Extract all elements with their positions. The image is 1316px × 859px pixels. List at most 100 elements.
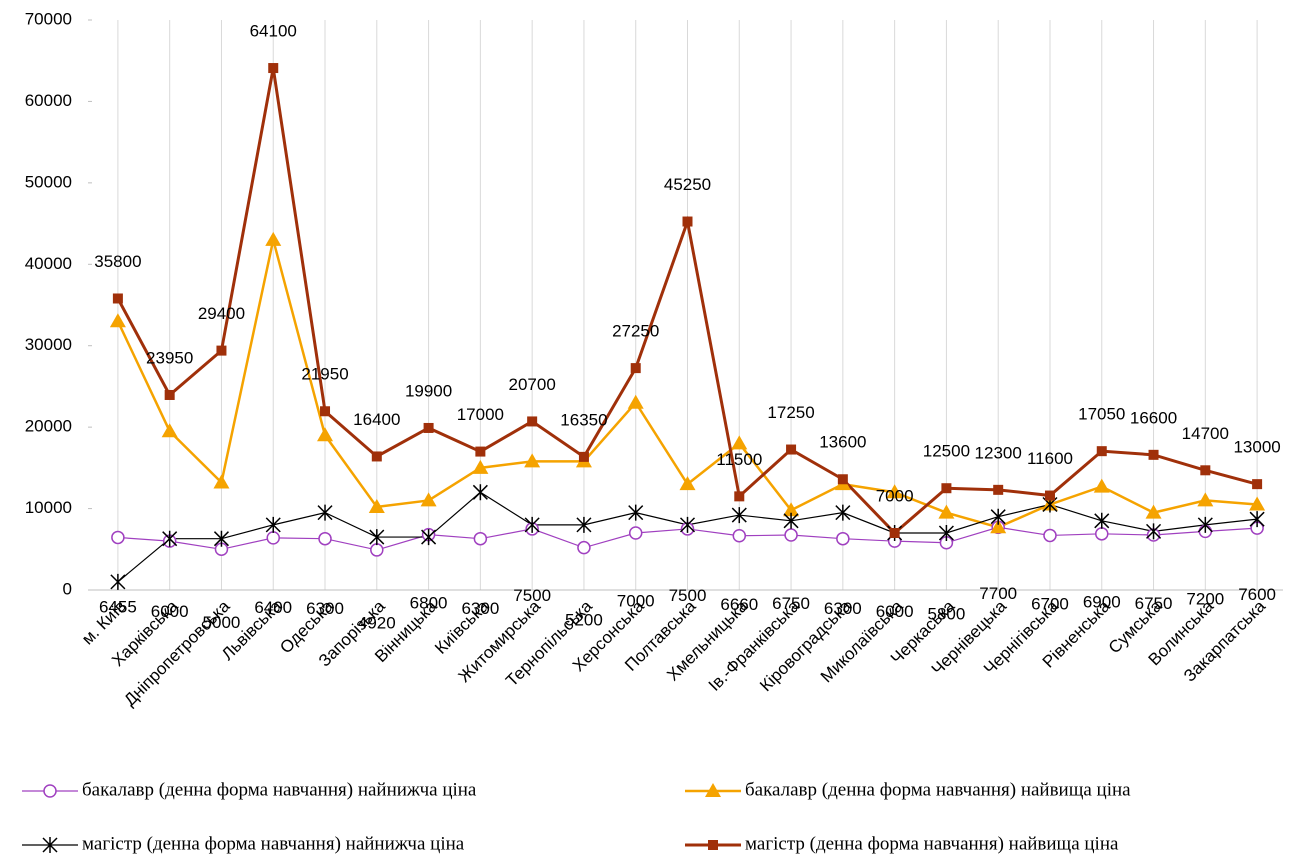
marker (1145, 504, 1162, 519)
data-label: 64100 (250, 22, 297, 41)
data-label: 11500 (716, 450, 762, 469)
data-label: 6660 (720, 595, 758, 614)
marker (368, 498, 385, 513)
data-label: 5000 (203, 613, 241, 632)
marker (475, 446, 486, 457)
data-label: 17000 (457, 405, 504, 424)
marker (628, 504, 644, 521)
data-label: 6900 (1083, 593, 1121, 612)
marker (836, 531, 850, 546)
marker (783, 512, 799, 529)
y-tick-label: 40000 (25, 254, 72, 273)
marker (473, 531, 488, 546)
marker (213, 530, 229, 547)
marker (1252, 479, 1263, 490)
data-label: 45250 (664, 175, 711, 194)
marker (265, 516, 281, 533)
data-label: 7500 (513, 586, 551, 605)
data-label: 7000 (617, 591, 655, 610)
marker (371, 451, 382, 462)
legend-marker (43, 784, 57, 798)
data-label: 12300 (975, 443, 1022, 462)
data-label: 6300 (461, 599, 499, 618)
marker (162, 530, 178, 547)
marker (112, 293, 123, 304)
legend-marker (42, 837, 58, 853)
data-label: 7700 (979, 584, 1017, 603)
marker (1200, 465, 1211, 476)
data-label: 16600 (1130, 408, 1177, 427)
data-label: 13600 (819, 433, 866, 452)
data-label: 19900 (405, 381, 452, 400)
y-tick-label: 30000 (25, 335, 72, 354)
marker (110, 573, 126, 590)
marker (628, 526, 643, 540)
data-label: 6750 (1135, 594, 1173, 613)
data-label: 6000 (876, 602, 914, 621)
y-tick-label: 70000 (25, 9, 72, 28)
data-label: 7000 (876, 486, 914, 505)
data-label: 6455 (99, 597, 137, 616)
marker (835, 504, 851, 521)
data-label: 12500 (923, 442, 970, 461)
marker (630, 363, 641, 374)
legend-marker (705, 783, 721, 797)
marker (265, 231, 282, 246)
legend-item: бакалавр (денна форма навчання) найвища … (685, 779, 1131, 800)
y-tick-label: 50000 (25, 172, 72, 191)
marker (1146, 523, 1162, 540)
marker (576, 516, 592, 533)
marker (1249, 511, 1265, 528)
marker (524, 516, 540, 533)
marker (783, 502, 800, 517)
marker (577, 540, 591, 555)
marker (784, 528, 798, 542)
marker (578, 451, 589, 462)
y-tick-label: 10000 (25, 498, 72, 517)
marker (216, 345, 227, 356)
marker (731, 507, 747, 524)
data-label: 23950 (146, 348, 193, 367)
data-label: 17250 (767, 403, 814, 422)
marker (320, 406, 331, 417)
data-label: 16350 (560, 410, 607, 429)
marker (731, 435, 748, 450)
data-label: 7200 (1186, 589, 1224, 608)
data-label: 29400 (198, 304, 245, 323)
marker (111, 530, 125, 545)
data-label: 6300 (824, 599, 862, 618)
y-tick-label: 20000 (25, 417, 72, 436)
marker (1197, 492, 1214, 507)
data-label: 21950 (301, 365, 348, 384)
data-label: 11600 (1027, 449, 1073, 468)
marker (369, 529, 385, 546)
marker (423, 422, 434, 433)
marker (682, 216, 693, 227)
marker (318, 531, 332, 546)
marker (1095, 527, 1109, 541)
data-label: 6700 (1031, 595, 1069, 614)
data-label: 17050 (1078, 405, 1125, 424)
marker (421, 529, 437, 546)
marker (1093, 478, 1110, 493)
data-label: 6750 (772, 594, 810, 613)
marker (268, 63, 279, 74)
marker (524, 453, 541, 468)
marker (993, 484, 1004, 495)
marker (1148, 449, 1159, 460)
marker (732, 529, 747, 543)
marker (1043, 528, 1057, 543)
data-label: 5200 (565, 611, 603, 630)
data-label: 20700 (509, 375, 556, 394)
marker (527, 416, 538, 427)
marker (1094, 512, 1110, 529)
data-label: 4920 (358, 614, 396, 633)
data-label: 6800 (410, 594, 448, 613)
marker (837, 474, 848, 485)
data-label: 13000 (1233, 438, 1280, 457)
marker (1096, 446, 1107, 457)
legend-label: магістр (денна форма навчання) найнижча … (82, 833, 465, 854)
data-label: 6300 (306, 599, 344, 618)
data-label: 14700 (1182, 424, 1229, 443)
